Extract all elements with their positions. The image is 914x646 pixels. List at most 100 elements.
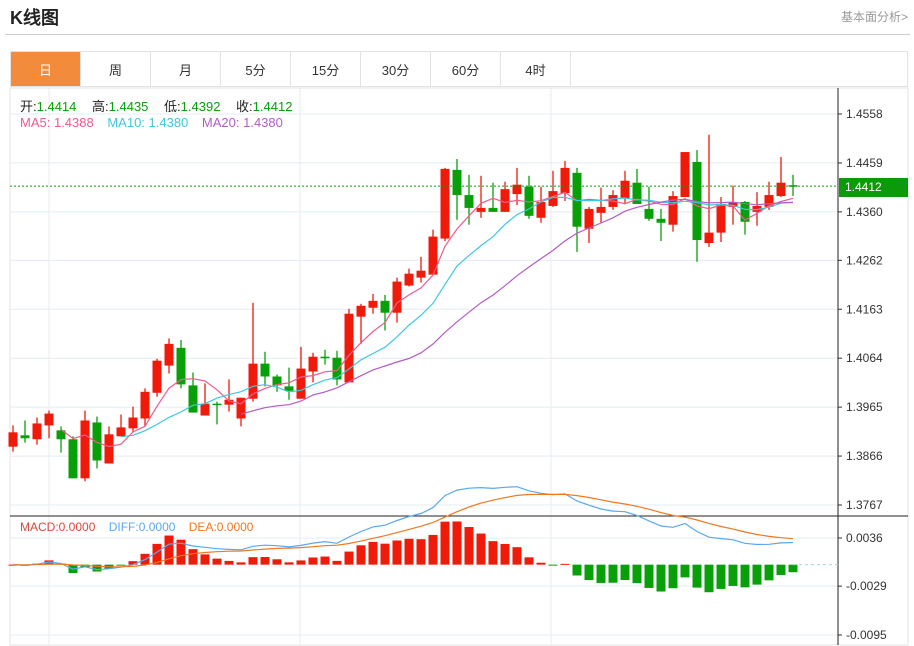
- price-tick-label: 1.3965: [846, 400, 883, 414]
- macd-bar: [740, 564, 750, 588]
- candle-body: [464, 195, 474, 208]
- candle-body: [620, 180, 630, 199]
- candle: [80, 410, 90, 482]
- candle: [464, 174, 474, 225]
- candle-body: [680, 152, 690, 198]
- candle: [332, 350, 342, 386]
- macd-tick-label: 0.0036: [846, 531, 883, 545]
- macd-bar: [500, 543, 510, 565]
- macd-bar: [248, 557, 258, 565]
- candle-body: [392, 281, 402, 313]
- macd-bar: [200, 554, 210, 565]
- candle-body: [80, 420, 90, 479]
- candle: [656, 208, 666, 242]
- macd-bar: [476, 533, 486, 565]
- macd-bar: [596, 564, 606, 583]
- candle: [584, 206, 594, 244]
- macd-bar: [212, 558, 222, 565]
- fundamental-analysis-link[interactable]: 基本面分析>: [840, 10, 908, 24]
- candle-body: [200, 403, 210, 416]
- candle-body: [368, 300, 378, 308]
- candle-body: [536, 201, 546, 218]
- price-tick-label: 1.4163: [846, 302, 883, 316]
- candle-body: [32, 423, 42, 440]
- macd-bar: [416, 539, 426, 565]
- tab-week[interactable]: 周: [81, 52, 151, 86]
- candle: [704, 134, 714, 247]
- tab-4hour[interactable]: 4时: [501, 52, 571, 86]
- candle: [8, 425, 18, 452]
- divider: [5, 34, 910, 35]
- candle: [68, 436, 78, 479]
- tab-month[interactable]: 月: [151, 52, 221, 86]
- tab-15min[interactable]: 15分: [291, 52, 361, 86]
- open-label: 开:: [20, 99, 37, 114]
- candle: [608, 190, 618, 210]
- candle-body: [584, 208, 594, 229]
- candle-body: [668, 196, 678, 225]
- candle-body: [380, 300, 390, 313]
- candle: [740, 200, 750, 235]
- candle-body: [8, 432, 18, 447]
- macd-bar: [356, 545, 366, 565]
- candle: [560, 160, 570, 201]
- macd-bar: [428, 534, 438, 565]
- candle: [536, 186, 546, 223]
- candle: [44, 410, 54, 439]
- macd-bar: [380, 543, 390, 565]
- tab-5min[interactable]: 5分: [221, 52, 291, 86]
- candle: [680, 152, 690, 198]
- candle-body: [164, 343, 174, 366]
- macd-bar: [464, 527, 474, 565]
- diff-value: DIFF:0.0000: [108, 520, 176, 534]
- macd-bar: [764, 564, 774, 581]
- candle: [440, 167, 450, 242]
- candle-body: [704, 232, 714, 244]
- period-tabs: 日 周 月 5分 15分 30分 60分 4时: [10, 51, 908, 87]
- macd-bar: [560, 563, 570, 565]
- candle-body: [104, 434, 114, 464]
- macd-bar: [92, 564, 102, 572]
- ohlc-legend: 开:1.4414 高:1.4435 低:1.4392 收:1.4412: [20, 96, 304, 115]
- candle-body: [272, 376, 282, 386]
- macd-bar: [272, 559, 282, 565]
- ma-legend: MA5: 1.4388 MA10: 1.4380 MA20: 1.4380: [20, 115, 289, 130]
- price-tick-label: 1.3767: [846, 498, 883, 512]
- tab-30min[interactable]: 30分: [361, 52, 431, 86]
- macd-bar: [260, 556, 270, 565]
- candle-body: [224, 399, 234, 405]
- candle-body: [740, 201, 750, 222]
- macd-bar: [524, 557, 534, 565]
- candle-body: [260, 363, 270, 377]
- high-label: 高:: [92, 99, 109, 114]
- price-tick-label: 1.4064: [846, 351, 883, 365]
- candle: [164, 338, 174, 374]
- ma10-value: MA10: 1.4380: [107, 115, 189, 130]
- tab-day[interactable]: 日: [11, 52, 81, 86]
- candle: [548, 170, 558, 207]
- candle-body: [212, 403, 222, 406]
- macd-bar: [512, 547, 522, 565]
- candle: [716, 197, 726, 243]
- candle-body: [440, 168, 450, 239]
- candle: [320, 349, 330, 365]
- macd-bar: [452, 521, 462, 565]
- candle-body: [128, 417, 138, 429]
- candle-body: [764, 195, 774, 207]
- price-tick-label: 1.4360: [846, 205, 883, 219]
- price-tick-label: 1.4558: [846, 107, 883, 121]
- candle: [632, 168, 642, 204]
- candle-body: [524, 186, 534, 216]
- ma5-line: [60, 191, 794, 448]
- candle: [476, 175, 486, 218]
- macd-bar: [368, 541, 378, 565]
- page-title: K线图: [10, 8, 59, 28]
- tab-60min[interactable]: 60分: [431, 52, 501, 86]
- candle-body: [716, 203, 726, 233]
- candle-body: [428, 236, 438, 275]
- candle: [392, 277, 402, 323]
- ma10-line: [120, 196, 794, 438]
- candle-body: [644, 208, 654, 219]
- high-value: 1.4435: [108, 99, 149, 114]
